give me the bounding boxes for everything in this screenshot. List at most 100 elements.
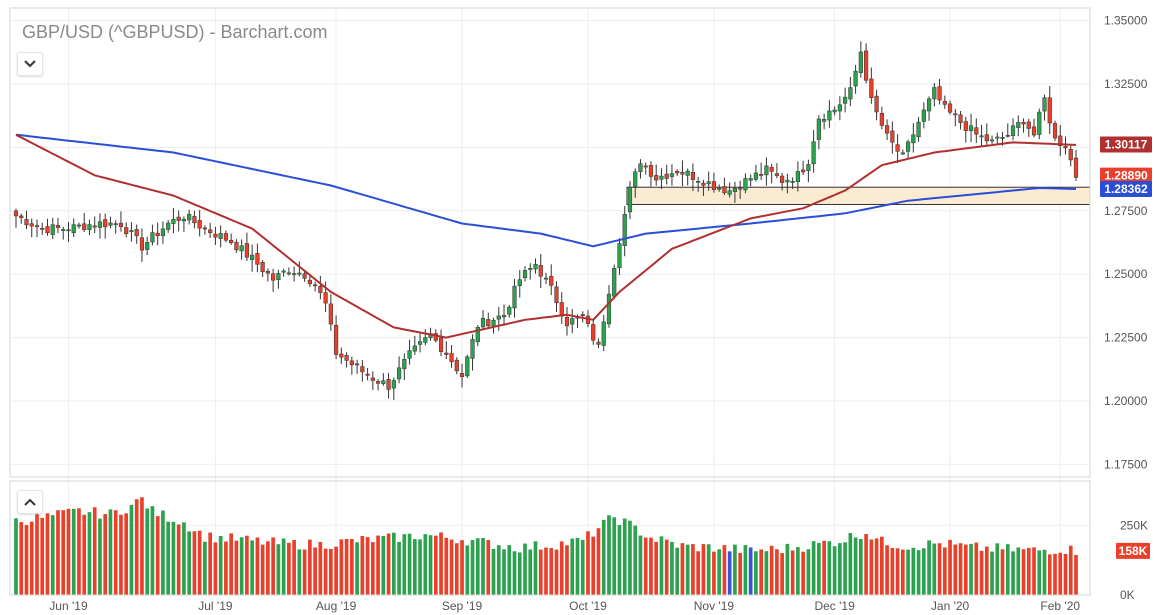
candle-up (732, 187, 737, 192)
volume-bar (822, 540, 826, 595)
candle-down (874, 95, 879, 113)
volume-bar (1016, 547, 1021, 595)
volume-bar (885, 545, 889, 595)
candle-up (843, 96, 848, 104)
candle-up (507, 306, 512, 315)
candle-down (869, 78, 874, 99)
volume-bar (638, 535, 643, 595)
candle-up (276, 273, 281, 281)
volume-bar (234, 540, 239, 595)
volume-bar (208, 532, 212, 595)
volume-bar (318, 541, 323, 595)
candle-up (407, 350, 412, 359)
candle-down (953, 113, 958, 116)
candle-down (1021, 122, 1026, 125)
candle-down (438, 337, 444, 352)
volume-bar (166, 521, 171, 595)
ma-long-line (15, 133, 1077, 248)
candle-down (711, 181, 717, 190)
volume-bar (386, 533, 391, 595)
volume-bar (376, 535, 380, 595)
candle-up (979, 135, 984, 138)
volume-bar (313, 547, 317, 595)
candle-down (255, 253, 260, 265)
candle-up (113, 223, 118, 226)
candle-down (769, 167, 774, 172)
candle-down (55, 224, 61, 228)
volume-bar (806, 549, 811, 595)
volume-bar (607, 515, 611, 595)
price-tag-label: 1.28362 (1104, 182, 1148, 196)
candle-down (386, 379, 391, 390)
candle-down (155, 232, 160, 237)
volume-bar (40, 517, 45, 595)
candle-down (780, 175, 785, 183)
candle-down (19, 215, 24, 219)
candle-down (549, 276, 554, 286)
volume-bar (696, 551, 701, 595)
volume-bar (229, 533, 233, 595)
volume-bar (633, 525, 638, 595)
volume-bar (580, 539, 585, 595)
volume-bar (92, 507, 97, 595)
volume-bar (649, 537, 653, 595)
candle-up (512, 285, 517, 309)
volume-bar (832, 546, 837, 595)
volume-bar (134, 499, 139, 595)
volume-bar (549, 548, 554, 595)
candle-down (963, 121, 968, 131)
volume-bar (449, 539, 454, 595)
volume-bar (182, 522, 186, 595)
volume-bar (953, 544, 958, 595)
volume-y-tick-label: 250K (1120, 518, 1148, 532)
x-tick-label: Jun '19 (49, 599, 88, 613)
candle-down (1052, 123, 1058, 139)
axes: 1.350001.325001.300001.275001.250001.225… (9, 7, 1148, 613)
candlestick-series (13, 41, 1079, 400)
volume-bar (412, 539, 417, 595)
x-tick-label: Oct '19 (569, 599, 607, 613)
candle-down (365, 373, 370, 376)
volume-bar (528, 549, 533, 595)
volume-bar (670, 541, 674, 595)
candle-down (302, 273, 307, 279)
candle-up (1010, 125, 1016, 136)
candle-up (381, 380, 386, 384)
volume-bar (439, 532, 443, 595)
candle-down (1005, 134, 1010, 137)
volume-bar (722, 545, 727, 595)
volume-bar (113, 510, 118, 595)
candle-up (827, 110, 832, 121)
candle-up (848, 87, 853, 100)
price-panel-border (9, 7, 1091, 478)
volume-bar (45, 513, 50, 595)
volume-bar (145, 508, 150, 595)
candle-up (171, 218, 176, 224)
candle-down (974, 127, 979, 135)
candle-down (958, 114, 963, 123)
candle-down (318, 285, 323, 293)
candle-down (454, 359, 459, 372)
volume-bar (334, 546, 338, 595)
volume-bar (675, 547, 680, 595)
candle-up (811, 141, 816, 165)
candle-down (34, 225, 40, 228)
candle-up (743, 178, 748, 191)
volume-bar (906, 549, 910, 595)
volume-bar (538, 549, 543, 595)
candle-down (580, 314, 585, 316)
volume-bar (1042, 549, 1047, 595)
candle-up (837, 104, 842, 112)
volume-bar (129, 504, 134, 595)
collapse-volume-button[interactable] (17, 490, 43, 514)
candle-up (129, 230, 134, 232)
candle-down (1063, 146, 1068, 149)
candle-up (87, 224, 92, 230)
volume-bar (969, 543, 973, 595)
candle-down (139, 237, 145, 251)
volume-bar (664, 539, 669, 595)
x-tick-label: Sep '19 (442, 599, 483, 613)
volume-bar (1032, 547, 1036, 595)
collapse-price-button[interactable] (17, 52, 43, 76)
